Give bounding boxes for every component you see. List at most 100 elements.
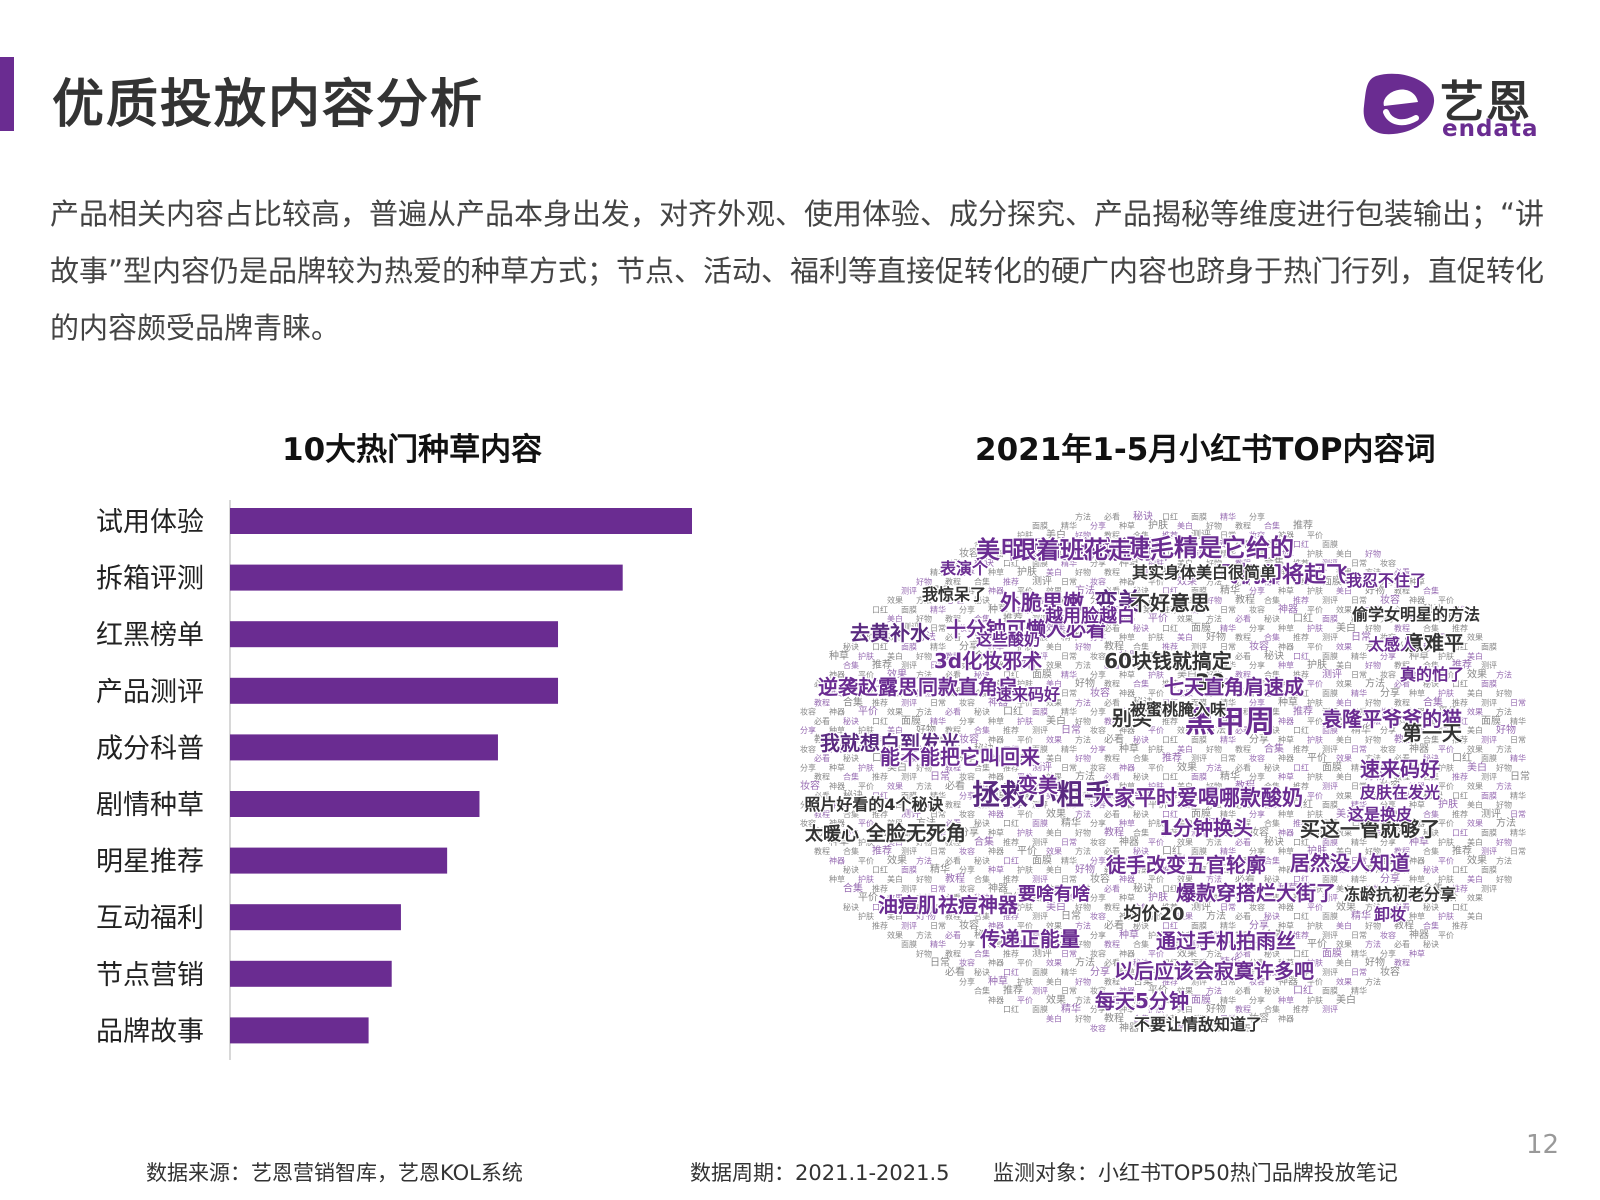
word-cloud-filler-word: 合集 [1264,855,1280,865]
word-cloud-filler-word: 种草 [1119,742,1139,755]
word-cloud-filler-word: 合集 [1423,586,1439,596]
word-cloud-filler-word: 平价 [1017,845,1037,857]
word-cloud-word: 别买 [1111,706,1152,730]
word-cloud-filler-word: 种草 [1409,725,1425,735]
word-cloud-filler-word: 教程 [1235,818,1251,828]
word-cloud-filler-word: 平价 [1017,773,1033,782]
word-cloud-filler-word: 妆容 [1249,1012,1269,1025]
word-cloud-filler-word: 方法 [1206,576,1222,586]
word-cloud-filler-word: 精华 [930,604,946,614]
word-cloud-filler-word: 日常 [930,810,946,819]
word-cloud-filler-word: 神器 [1119,688,1135,698]
word-cloud-filler-word: 口红 [1003,967,1019,977]
word-cloud-filler-word: 种草 [1409,835,1429,848]
word-cloud-filler-word: 合集 [974,539,990,549]
word-cloud-filler-word: 测评 [901,698,917,707]
word-cloud-filler-word: 分享 [1249,846,1265,856]
word-cloud-filler-word: 教程 [1104,976,1120,986]
word-cloud-filler-word: 护肤 [1017,642,1033,652]
word-cloud-filler-word: 神器 [1119,725,1135,735]
word-cloud-filler-word: 神器 [1278,530,1294,540]
word-cloud-filler-word: 日常 [930,847,946,856]
word-cloud-filler-word: 效果 [1046,846,1062,856]
word-cloud-filler-word: 美白 [1177,521,1193,531]
word-cloud-filler-word: 方法 [1365,677,1385,690]
word-cloud-filler-word: 神器 [988,958,1004,968]
word-cloud-filler-word: 口红 [872,790,888,800]
word-cloud-filler-word: 教程 [1394,733,1414,746]
word-cloud-filler-word: 种草 [988,828,1004,838]
word-cloud-filler-word: 精华 [1061,744,1077,754]
word-cloud-filler-word: 平价 [1017,698,1033,707]
word-cloud-filler-word: 推荐 [1003,651,1019,661]
word-cloud-word: 1分钟换头 [1159,816,1253,840]
word-cloud-filler-word: 秘诀 [974,556,994,569]
word-cloud-word: 全脸无死角 [865,821,966,845]
word-cloud-filler-word: 日常 [930,922,946,931]
word-cloud-filler-word: 合集 [843,846,859,856]
word-cloud-filler-word: 精华 [930,790,946,800]
word-cloud-filler-word: 美白 [1177,744,1193,754]
word-cloud-filler-word: 面膜 [1191,921,1207,931]
word-cloud-filler-word: 精华 [1351,874,1367,884]
word-cloud-filler-word: 合集 [1264,1004,1280,1014]
word-cloud-filler-word: 测评 [1032,801,1048,810]
word-cloud-filler-word: 精华 [1351,688,1367,698]
bar-chart-title: 10大热门种草内容 [282,432,543,468]
word-cloud-filler-word: 效果 [1046,921,1062,931]
word-cloud-filler-word: 教程 [1235,744,1251,754]
word-cloud-filler-word: 教程 [945,911,961,921]
word-cloud-filler-word: 测评 [1322,745,1338,754]
word-cloud-filler-word: 好物 [1365,549,1381,559]
word-cloud-word: 睫毛精是它给的 [1126,534,1294,562]
word-cloud-filler-word: 必看 [945,558,961,568]
word-cloud-word: 徒手改变五官轮廓 [1105,853,1266,877]
word-cloud-word: 表演个 [939,559,989,578]
word-cloud-filler-word: 方法 [916,744,932,754]
word-cloud-filler-word: 好物 [1206,816,1226,829]
word-cloud-filler-word: 效果 [1046,586,1062,596]
word-cloud-filler-word: 面膜 [901,939,917,949]
word-cloud-filler-word: 测评 [901,736,917,745]
word-cloud-word: 以后应该会寂寞许多吧 [1114,959,1314,983]
word-cloud-filler-word: 护肤 [1017,902,1033,912]
word-cloud-filler-word: 合集 [1264,742,1284,755]
word-cloud-filler-word: 好物 [1206,521,1222,531]
word-cloud-filler-word: 方法 [916,930,932,940]
word-cloud-filler-word: 分享 [1090,593,1110,606]
word-cloud-filler-word: 护肤 [1148,930,1164,940]
word-cloud-filler-word: 神器 [988,660,1004,670]
word-cloud-filler-word: 美白 [887,837,903,847]
word-cloud-filler-word: 好物 [916,909,936,922]
bar-9 [230,960,392,987]
word-cloud-filler-word: 教程 [1235,1004,1251,1014]
word-cloud-filler-word: 妆容 [800,779,820,792]
word-cloud-filler-word: 日常 [1351,708,1367,717]
word-cloud-filler-word: 护肤 [858,725,874,735]
word-cloud-filler-word: 必看 [945,707,961,717]
word-cloud-filler-word: 日常 [1220,717,1236,726]
word-cloud-filler-word: 必看 [1104,547,1124,560]
word-cloud-filler-word: 面膜 [1322,575,1342,587]
word-cloud-filler-word: 面膜 [1481,679,1497,689]
word-cloud-word: 大家平时爱喝哪款酸奶 [1093,786,1303,810]
word-cloud-filler-word: 效果 [1336,900,1356,913]
word-cloud-filler-word: 种草 [829,688,845,698]
word-cloud-filler-word: 推荐 [872,883,888,893]
word-cloud-filler-word: 种草 [1278,735,1294,745]
word-cloud-filler-word: 教程 [1394,697,1410,707]
word-cloud-filler-word: 口红 [1162,697,1178,707]
word-cloud-filler-word: 平价 [1017,884,1033,893]
word-cloud-filler-word: 神器 [1409,818,1425,828]
word-cloud-filler-word: 好物 [1075,863,1095,876]
word-cloud-filler-word: 平价 [1438,819,1454,828]
word-cloud-filler-word: 面膜 [1191,511,1207,521]
word-cloud-filler-word: 神器 [988,772,1004,782]
word-cloud-filler-word: 妆容 [959,586,975,596]
footer-source: 数据来源：艺恩营销智库，艺恩KOL系统 [146,1161,523,1185]
word-cloud-filler-word: 教程 [1104,1012,1124,1025]
word-cloud-filler-word: 效果 [1046,993,1066,1006]
word-cloud-filler-word: 效果 [1177,874,1193,884]
word-cloud-filler-word: 分享 [1090,779,1110,792]
word-cloud-filler-word: 平价 [858,856,874,865]
